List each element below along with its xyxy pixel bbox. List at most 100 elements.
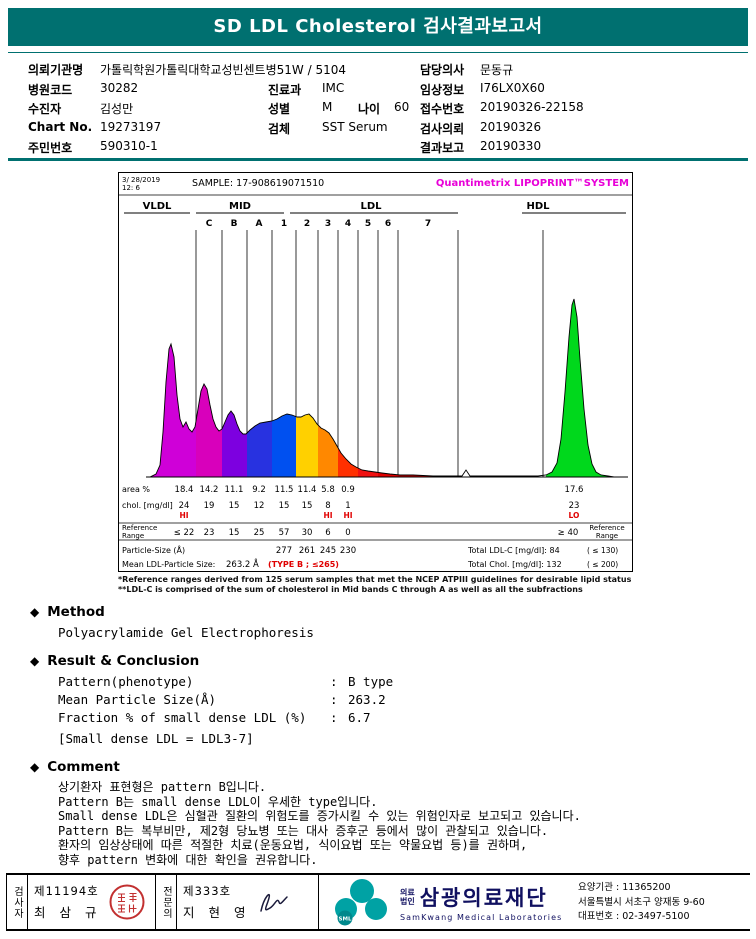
method-text: Polyacrylamide Gel Electrophoresis: [58, 625, 314, 640]
examiner-name: 최 삼 규: [34, 905, 102, 920]
info-label-doctor: 담당의사: [420, 63, 465, 77]
curve-band-fill: [247, 421, 272, 477]
result-items: Pattern(phenotype): B type Mean Particle S…: [58, 674, 740, 725]
info-value-chart_no: 19273197: [100, 119, 162, 134]
footer: 검사자 제11194호 최 삼 규 전문의 제333호 지 현 영: [6, 873, 750, 931]
samkwang-logo-icon: SML: [335, 879, 387, 926]
row-label-reference-right: Range: [596, 532, 618, 540]
lab-name-kr: 삼광의료재단: [419, 886, 548, 910]
band-sub-label: 4: [345, 219, 351, 229]
info-label-resident_no: 주민번호: [28, 141, 73, 155]
info-label-hospital_code: 병원코드: [28, 82, 73, 97]
band-sub-label: 7: [425, 219, 431, 229]
area-value: 0.9: [341, 485, 355, 495]
info-label-age: 나이: [358, 102, 381, 116]
info-label-patient: 수진자: [28, 102, 62, 116]
reference-value: 25: [254, 528, 265, 538]
info-label-clinical_info: 임상정보: [420, 82, 465, 97]
chol-value: 12: [254, 501, 265, 511]
comment-section-title: ◆ Comment: [30, 759, 740, 775]
logo-sml-text: SML: [339, 917, 352, 923]
specialist-license-no: 제333호: [183, 884, 232, 898]
specialist-signature-icon: [260, 893, 289, 912]
examiner-credentials: 제11194호 최 삼 규: [34, 877, 101, 927]
info-label-sex: 성별: [268, 102, 291, 116]
curve-band-fill: [318, 425, 338, 477]
info-value-org: 가톨릭학원가톨릭대학교성빈센트병51W / 5104: [100, 63, 346, 77]
lab-prefix-line2: 법인: [400, 897, 415, 906]
info-value-report_date: 20190330: [480, 139, 542, 153]
lab-name-en: SamKwang Medical Laboratories: [400, 913, 563, 922]
result-item-value: B type: [348, 674, 394, 689]
chol-value: 24: [179, 501, 190, 511]
area-value: 14.2: [200, 485, 219, 495]
band-sub-label: B: [231, 219, 238, 229]
specialist-role-label: 전문의: [160, 885, 172, 919]
result-row: Pattern(phenotype): B type: [58, 674, 740, 689]
curve-band-fill: [338, 447, 358, 477]
particle-size-value: 230: [340, 546, 356, 556]
reference-value: 6: [325, 528, 330, 538]
area-value: 5.8: [321, 485, 335, 495]
info-label-report_date: 결과보고: [420, 141, 465, 155]
band-sub-label: A: [256, 219, 263, 229]
reference-value: 0: [345, 528, 350, 538]
total-ldl-c-ref: ( ≤ 130): [587, 546, 618, 555]
examiner-role-cell: 검사자: [7, 875, 28, 929]
care-org-number: 요양기관 : 11365200: [578, 882, 671, 893]
row-label-reference: Reference: [122, 524, 157, 532]
lab-identity: SML 의료 법인 삼광의료재단 SamKwang Medical Labora…: [319, 875, 562, 929]
result-item-name: Fraction % of small dense LDL (%): [58, 710, 307, 725]
info-value-clinical_info: I76LX0X60: [480, 80, 545, 95]
specialist-credentials: 제333호 지 현 영: [183, 877, 250, 927]
comment-lines: 상기환자 표현형은 pattern B입니다. Pattern B는 small …: [58, 780, 740, 867]
chart-brand: Quantimetrix LIPOPRINT™SYSTEM: [436, 178, 629, 189]
lab-name-block: 의료 법인 삼광의료재단 SamKwang Medical Laboratori…: [400, 882, 562, 922]
total-ldl-c: Total LDL-C [mg/dl]: 84: [467, 546, 560, 555]
band-sub-label: 1: [281, 219, 287, 229]
row-label-chol: chol. [mg/dl]: [122, 501, 173, 510]
info-value-patient: 김성만: [100, 102, 134, 116]
result-item-colon: :: [330, 710, 338, 725]
chart-datetime: 12: 6: [122, 184, 140, 192]
lab-name-prefix: 의료 법인: [400, 888, 415, 906]
result-item-value: 263.2: [348, 692, 386, 707]
report-title-bar: SD LDL Cholesterol 검사결과보고서: [8, 8, 748, 46]
info-label-request_date: 검사의뢰: [420, 121, 465, 136]
mean-particle-size-value: 263.2 Å: [226, 558, 259, 570]
info-value-age: 60: [394, 100, 410, 114]
comment-line: Pattern B는 복부비만, 제2형 당뇨병 또는 대사 증후군 등에서 많…: [58, 823, 549, 838]
row-label-particle-size: Particle-Size (Å): [122, 544, 185, 555]
patient-info: 의뢰기관명 가톨릭학원가톨릭대학교성빈센트병51W / 5104 병원코드 30282…: [8, 52, 748, 161]
band-sub-label: 3: [325, 219, 331, 229]
chart-footnote-1: *Reference ranges derived from 125 serum…: [118, 575, 632, 584]
info-label-org: 의뢰기관명: [28, 63, 84, 77]
lab-contact: 요양기관 : 11365200 서울특별시 서초구 양재동 9-60 대표번호 …: [578, 875, 750, 929]
result-item-value: 6.7: [348, 710, 371, 725]
info-value-specimen: SST Serum: [322, 119, 388, 134]
method-title: Method: [47, 604, 105, 620]
examiner-seal-icon: [109, 884, 145, 920]
info-value-dept: IMC: [322, 80, 345, 95]
area-value: 11.1: [225, 485, 244, 495]
reference-value-hdl: ≥ 40: [558, 528, 579, 538]
info-value-doctor: 문동규: [480, 63, 514, 77]
reference-value: ≤ 22: [174, 528, 195, 538]
band-sub-label: 2: [304, 219, 310, 229]
reference-value: 15: [229, 528, 240, 538]
total-chol-ref: ( ≤ 200): [587, 560, 618, 569]
result-item-colon: :: [330, 692, 338, 707]
chol-flag: HI: [343, 511, 352, 520]
comment-line: 향후 pattern 변화에 대한 확인을 권유합니다.: [58, 852, 318, 867]
chol-value: 1: [345, 501, 350, 511]
result-item-colon: :: [330, 674, 338, 689]
particle-size-value: 277: [276, 546, 292, 556]
chart-datetime: 3/ 28/2019: [122, 176, 160, 184]
diamond-bullet-icon: ◆: [30, 760, 40, 774]
area-value: 11.4: [298, 485, 317, 495]
info-label-chart_no: Chart No.: [28, 119, 93, 134]
band-group-label: MID: [229, 201, 251, 212]
chol-value: 15: [302, 501, 313, 511]
curve-band-fill: [296, 414, 318, 477]
